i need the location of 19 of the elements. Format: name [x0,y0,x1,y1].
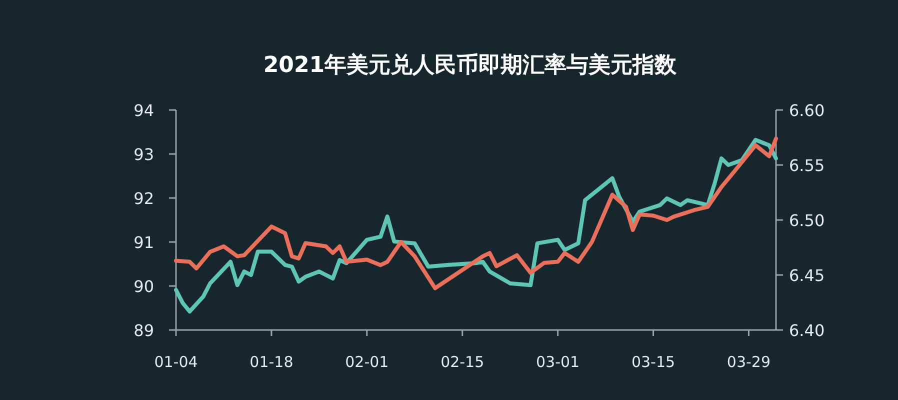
y-tick-label: 89 [134,321,154,340]
x-tick-label: 03-01 [536,353,580,371]
x-tick-label: 03-29 [726,353,771,371]
chart-title: 2021年美元兑人民币即期汇率与美元指数 [263,52,678,78]
y-tick-label: 94 [134,101,154,120]
y-tick-label: 92 [134,189,154,208]
x-tick-label: 01-18 [250,353,294,371]
x-tick-label: 02-01 [345,353,389,371]
y2-tick-label: 6.60 [789,101,825,120]
y2-tick-label: 6.40 [789,321,825,340]
y-tick-label: 93 [134,145,154,164]
y2-tick-label: 6.55 [789,156,825,175]
y2-tick-label: 6.45 [789,266,825,285]
x-tick-label: 03-15 [631,353,676,371]
y2-tick-label: 6.50 [789,211,825,230]
x-tick-label: 01-04 [154,353,198,371]
y-tick-label: 90 [134,277,154,296]
x-tick-label: 02-15 [440,353,484,371]
y-tick-label: 91 [134,233,154,252]
